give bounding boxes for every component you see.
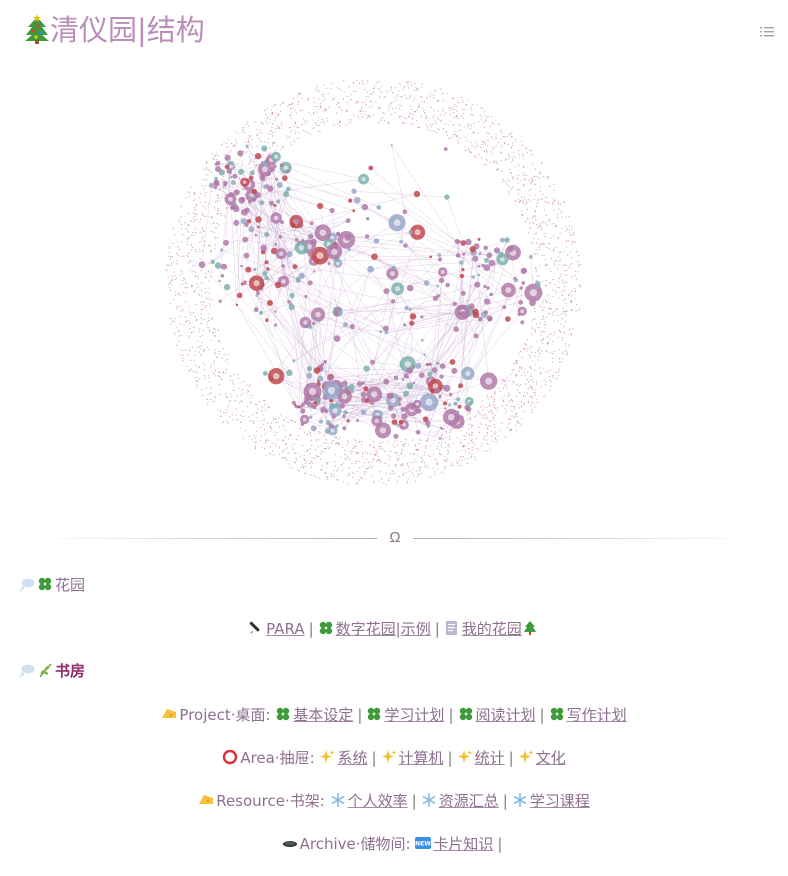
divider-line-left xyxy=(32,538,377,539)
link-card-knowledge[interactable]: 卡片知识 xyxy=(433,835,494,853)
link-study-plan[interactable]: 学习计划 xyxy=(384,706,445,724)
separator: | xyxy=(448,706,454,724)
page-title: 清仪园|结构 xyxy=(24,10,205,50)
sparkles-icon xyxy=(457,750,473,763)
christmas-tree-icon xyxy=(25,14,49,44)
separator: | xyxy=(502,792,508,810)
link-writing-plan[interactable]: 写作计划 xyxy=(566,706,627,724)
clover-icon xyxy=(368,707,381,721)
archive-label: Archive·储物间: xyxy=(299,835,411,853)
pen-icon xyxy=(249,621,260,634)
red-circle-icon xyxy=(223,749,238,765)
project-label: Project·桌面: xyxy=(179,706,271,724)
garden-links-row: PARA | 数字花园|示例 | 我的花园 xyxy=(0,618,788,640)
page-title-text: 清仪园|结构 xyxy=(50,13,205,47)
thought-bubble-icon xyxy=(19,664,35,678)
clover-icon xyxy=(319,621,332,635)
clover-icon xyxy=(550,707,563,721)
study-heading-text: 书房 xyxy=(55,662,86,680)
project-row: Project·桌面: 基本设定 | 学习计划 | 阅读计划 | 写作计划 xyxy=(0,704,788,726)
thought-bubble-icon xyxy=(19,578,35,592)
area-label: Area·抽屉: xyxy=(240,749,315,767)
link-reading-plan[interactable]: 阅读计划 xyxy=(475,706,536,724)
knowledge-graph[interactable] xyxy=(0,70,788,510)
garden-heading: 花园 xyxy=(19,575,85,595)
christmas-tree-icon xyxy=(523,621,536,635)
clover-icon xyxy=(277,707,290,721)
link-culture[interactable]: 文化 xyxy=(535,749,566,767)
new-badge-icon: NEW xyxy=(415,837,432,849)
link-study-courses[interactable]: 学习课程 xyxy=(529,792,590,810)
divider-line-right xyxy=(413,538,758,539)
link-system[interactable]: 系统 xyxy=(337,749,368,767)
cheese-icon xyxy=(199,795,214,804)
link-digital-garden-example[interactable]: 数字花园|示例 xyxy=(335,620,431,638)
clover-icon xyxy=(459,707,472,721)
link-para[interactable]: PARA xyxy=(266,620,305,638)
herb-icon xyxy=(39,663,52,678)
garden-heading-text: 花园 xyxy=(55,576,86,594)
study-heading: 书房 xyxy=(19,661,85,681)
snowflake-icon xyxy=(422,793,436,807)
resource-label: Resource·书架: xyxy=(216,792,325,810)
snowflake-icon xyxy=(513,793,527,807)
archive-row: Archive·储物间: NEW 卡片知识 | xyxy=(0,833,788,855)
link-computer[interactable]: 计算机 xyxy=(398,749,444,767)
cooking-pan-icon xyxy=(282,841,297,847)
list-icon[interactable] xyxy=(760,26,774,40)
sparkles-icon xyxy=(518,750,534,763)
link-resource-summary[interactable]: 资源汇总 xyxy=(438,792,499,810)
link-statistics[interactable]: 统计 xyxy=(474,749,505,767)
link-basic-settings[interactable]: 基本设定 xyxy=(293,706,354,724)
link-my-garden[interactable]: 我的花园 xyxy=(461,620,522,638)
separator: | xyxy=(447,749,453,767)
area-row: Area·抽屉: 系统 | 计算机 | 统计 | 文化 xyxy=(0,747,788,769)
separator: | xyxy=(539,706,545,724)
clover-icon xyxy=(38,577,52,591)
separator: | xyxy=(371,749,377,767)
divider-symbol: Ω xyxy=(389,529,401,546)
resource-row: Resource·书架: 个人效率 | 资源汇总 | 学习课程 xyxy=(0,790,788,812)
graph-nodes xyxy=(198,144,543,441)
svg-text:NEW: NEW xyxy=(415,841,431,848)
separator: | xyxy=(308,620,314,638)
separator: | xyxy=(497,835,503,853)
link-personal-efficiency[interactable]: 个人效率 xyxy=(347,792,408,810)
separator: | xyxy=(508,749,514,767)
sparkles-icon xyxy=(320,750,335,763)
section-divider: Ω xyxy=(32,526,758,550)
separator: | xyxy=(411,792,417,810)
document-icon xyxy=(445,621,457,635)
cheese-icon xyxy=(162,709,177,718)
sparkles-icon xyxy=(381,750,397,763)
separator: | xyxy=(357,706,363,724)
snowflake-icon xyxy=(331,793,344,807)
separator: | xyxy=(434,620,440,638)
orphan-nodes xyxy=(165,79,582,486)
